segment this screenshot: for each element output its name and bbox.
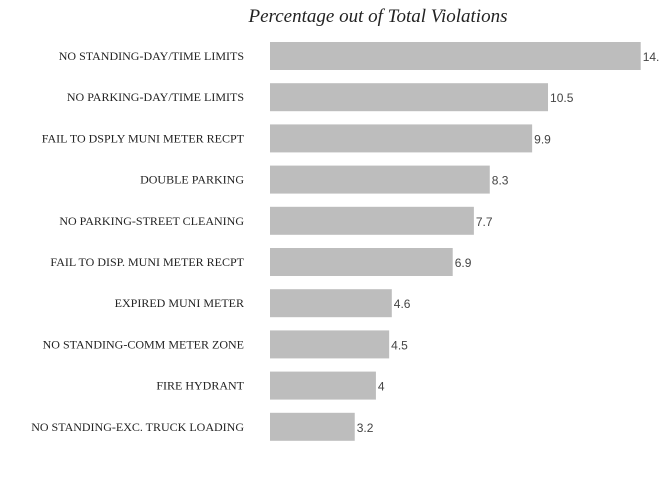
value-label: 9.9	[534, 132, 551, 146]
bar	[270, 289, 392, 318]
bar	[270, 330, 390, 359]
value-label: 8.3	[492, 174, 509, 188]
category-label: NO STANDING-DAY/TIME LIMITS	[59, 49, 244, 63]
value-labels: 14. 10.5 9.9 8.3 7.7 6.9 4.6 4.5 4 3.2	[357, 50, 660, 435]
value-label: 10.5	[550, 91, 574, 105]
value-label: 4.6	[394, 297, 411, 311]
category-labels: NO STANDING-DAY/TIME LIMITS NO PARKING-DA…	[31, 49, 244, 434]
value-label: 14.	[643, 50, 660, 64]
chart-title: Percentage out of Total Violations	[248, 6, 508, 27]
value-label: 3.2	[357, 421, 374, 435]
category-label: NO STANDING-EXC. TRUCK LOADING	[31, 420, 244, 434]
value-label: 7.7	[476, 215, 493, 229]
category-label: NO PARKING-DAY/TIME LIMITS	[67, 90, 244, 104]
category-label: FIRE HYDRANT	[156, 379, 244, 393]
category-label: FAIL TO DSPLY MUNI METER RECPT	[42, 131, 245, 145]
bar	[270, 83, 549, 112]
bar	[270, 165, 490, 194]
bar	[270, 248, 453, 276]
category-label: NO STANDING-COMM METER ZONE	[43, 337, 244, 351]
bars	[270, 42, 641, 441]
category-label: EXPIRED MUNI METER	[115, 296, 244, 310]
bar	[270, 206, 474, 235]
bar	[270, 42, 641, 70]
value-label: 4	[378, 380, 385, 394]
bar	[270, 412, 355, 441]
value-label: 4.5	[391, 338, 408, 352]
category-label: NO PARKING-STREET CLEANING	[59, 214, 244, 228]
category-label: FAIL TO DISP. MUNI METER RECPT	[50, 255, 244, 269]
bar	[270, 371, 376, 400]
value-label: 6.9	[455, 256, 472, 270]
bar	[270, 124, 533, 153]
category-label: DOUBLE PARKING	[140, 173, 244, 187]
